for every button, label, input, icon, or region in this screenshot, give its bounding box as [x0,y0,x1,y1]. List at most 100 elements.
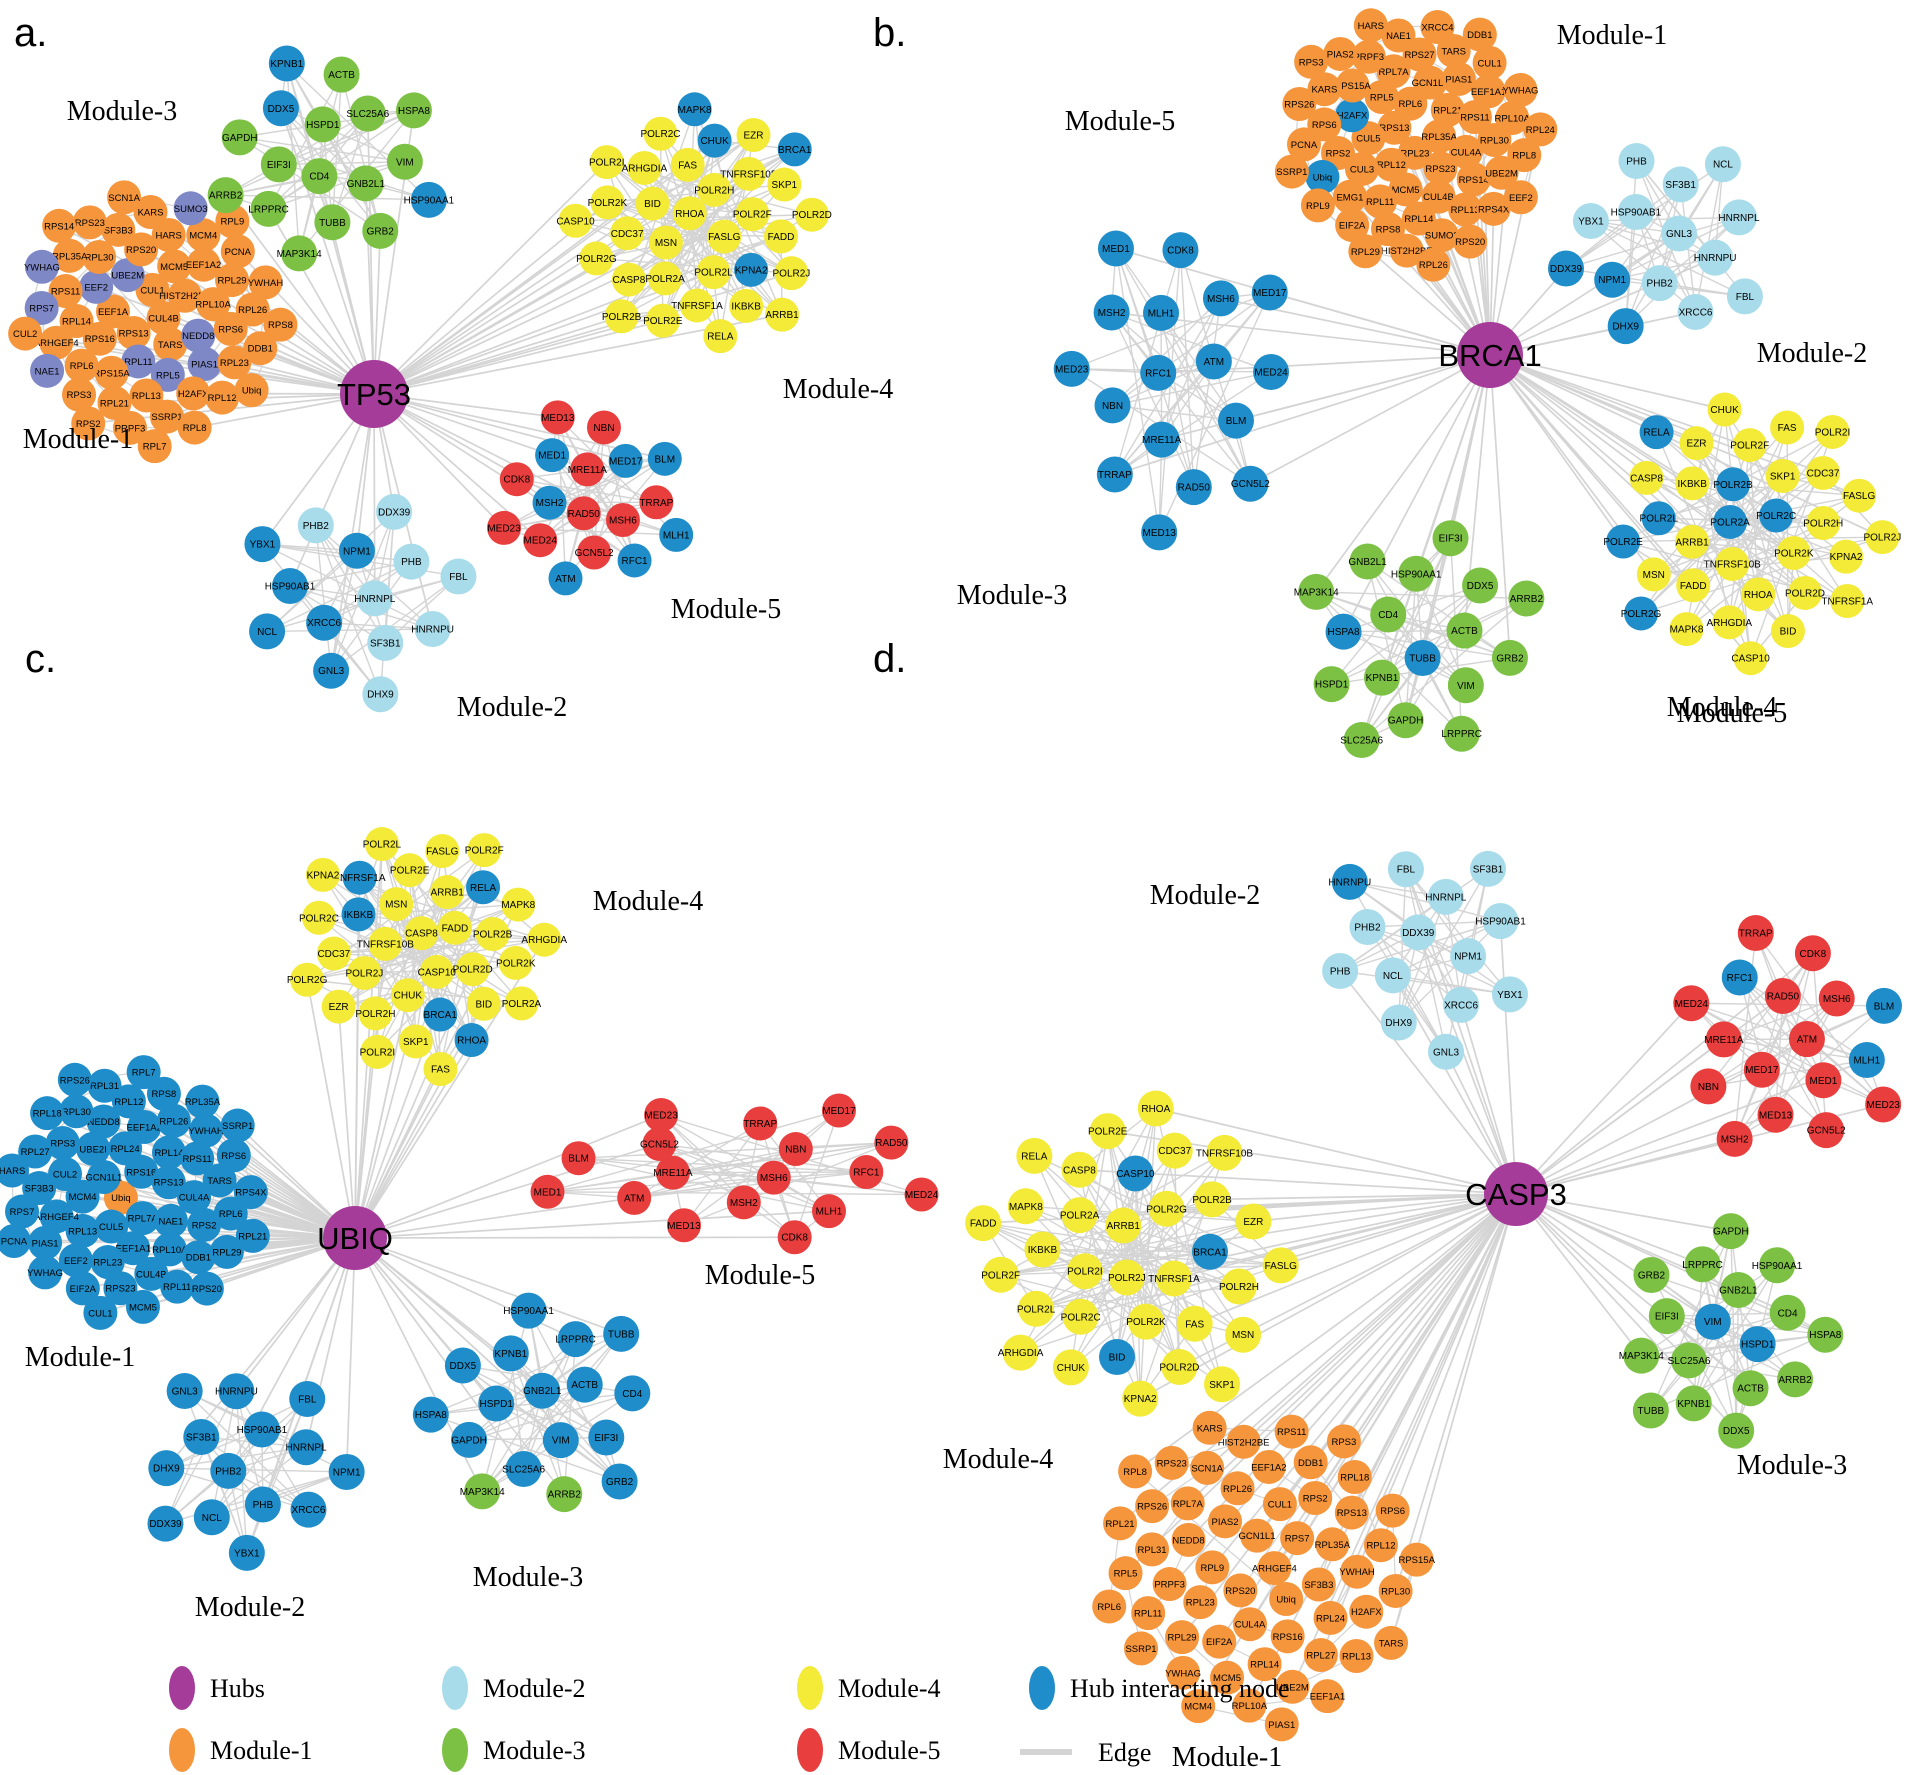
node-MAP3K14[interactable]: MAP3K14 [1294,573,1339,610]
node-RPL26[interactable]: RPL26 [1416,247,1451,282]
node-VIM[interactable]: VIM [542,1422,579,1459]
node-circle[interactable] [1108,1556,1143,1591]
node-EIF3I[interactable]: EIF3I [1648,1298,1685,1335]
node-RPS7[interactable]: RPS7 [24,290,59,325]
node-circle[interactable] [260,146,297,183]
node-NPM1[interactable]: NPM1 [328,1453,365,1490]
node-MED1[interactable]: MED1 [1805,1062,1842,1099]
node-circle[interactable] [156,1103,191,1138]
node-MSH2[interactable]: MSH2 [726,1185,761,1220]
node-RPL31[interactable]: RPL31 [87,1068,122,1103]
node-circle[interactable] [125,1201,160,1236]
node-GNB2L1[interactable]: GNB2L1 [523,1372,562,1409]
node-circle[interactable] [62,377,97,412]
node-PHB[interactable]: PHB [393,543,430,580]
node-TARS[interactable]: TARS [1374,1625,1409,1660]
node-KPNA2[interactable]: KPNA2 [305,857,340,892]
node-circle[interactable] [648,225,683,260]
node-SF3B3[interactable]: SF3B3 [1301,1567,1336,1602]
node-circle[interactable] [414,610,451,647]
node-circle[interactable] [83,1295,118,1330]
node-circle[interactable] [1677,293,1714,330]
node-PCNA[interactable]: PCNA [220,234,255,269]
node-circle[interactable] [1829,539,1864,574]
node-MED1[interactable]: MED1 [1097,230,1134,267]
node-EEF2[interactable]: EEF2 [58,1243,93,1278]
node-circle[interactable] [1448,134,1483,169]
node-circle[interactable] [645,303,680,338]
node-FBL[interactable]: FBL [1726,278,1763,315]
node-circle[interactable] [1732,1370,1769,1407]
node-EEF1A2[interactable]: EEF1A2 [127,1109,162,1144]
node-circle[interactable] [1247,1647,1282,1682]
node-circle[interactable] [362,676,399,713]
node-GNL3[interactable]: GNL3 [313,652,350,689]
node-RELA[interactable]: RELA [1639,415,1674,450]
node-circle[interactable] [423,997,458,1032]
node-CDC37[interactable]: CDC37 [610,216,645,251]
node-circle[interactable] [601,1463,638,1500]
node-IKBKB[interactable]: IKBKB [1675,466,1710,501]
node-ARRB1[interactable]: ARRB1 [1105,1207,1142,1244]
node-CASP8[interactable]: CASP8 [611,262,646,297]
node-circle[interactable] [121,344,156,379]
node-circle[interactable] [213,311,248,346]
node-POLR2E[interactable]: POLR2E [1088,1113,1128,1150]
node-circle[interactable] [213,1196,248,1231]
node-circle[interactable] [1118,1454,1153,1489]
node-circle[interactable] [1443,986,1480,1023]
node-POLR2H[interactable]: POLR2H [1219,1268,1259,1305]
node-RPL12[interactable]: RPL12 [1374,147,1409,182]
node-circle[interactable] [1298,1480,1333,1515]
node-circle[interactable] [82,239,117,274]
node-circle[interactable] [94,355,129,390]
node-MSH6[interactable]: MSH6 [756,1160,791,1195]
node-circle[interactable] [1726,278,1763,315]
node-RAD50[interactable]: RAD50 [1175,469,1212,506]
node-circle[interactable] [1351,39,1386,74]
node-circle[interactable] [65,1213,100,1248]
node-DHX9[interactable]: DHX9 [1380,1004,1417,1041]
node-circle[interactable] [1204,1366,1241,1403]
node-circle[interactable] [677,92,712,127]
node-BRCA1[interactable]: BRCA1 [1191,1233,1228,1270]
node-CDK8[interactable]: CDK8 [1162,232,1199,269]
node-circle[interactable] [1507,138,1542,173]
node-circle[interactable] [588,1419,625,1456]
node-circle[interactable] [376,493,413,530]
node-NPM1[interactable]: NPM1 [1450,938,1487,975]
node-CASP10[interactable]: CASP10 [1116,1155,1155,1192]
node-circle[interactable] [1423,151,1458,186]
node-ACTB[interactable]: ACTB [1732,1370,1769,1407]
node-CUL1[interactable]: CUL1 [1262,1487,1297,1522]
node-TNFRSF10B[interactable]: TNFRSF10B [357,926,415,961]
node-circle[interactable] [72,205,107,240]
node-SCN1A[interactable]: SCN1A [107,180,142,215]
node-YWHAG[interactable]: YWHAG [24,249,60,284]
node-PHB[interactable]: PHB [244,1486,281,1523]
node-circle[interactable] [492,1335,529,1372]
node-ARHGEF4[interactable]: ARHGEF4 [34,1199,79,1234]
node-PHB[interactable]: PHB [1322,952,1359,989]
node-circle[interactable] [1210,1660,1245,1695]
node-TNFRSF1A[interactable]: TNFRSF1A [1821,583,1873,618]
node-circle[interactable] [778,1132,813,1167]
node-circle[interactable] [48,274,83,309]
node-circle[interactable] [1313,1600,1348,1635]
node-circle[interactable] [24,290,59,325]
node-circle[interactable] [185,1084,220,1119]
node-EZR[interactable]: EZR [1679,426,1714,461]
node-circle[interactable] [1648,1298,1685,1335]
node-RFC1[interactable]: RFC1 [1721,959,1758,996]
node-RPS16[interactable]: RPS16 [1270,1619,1305,1654]
node-circle[interactable] [189,1113,224,1148]
node-circle[interactable] [1124,1631,1159,1666]
node-POLR2I[interactable]: POLR2I [589,145,625,180]
node-circle[interactable] [1794,935,1831,972]
node-GNB2L1[interactable]: GNB2L1 [1348,543,1387,580]
node-circle[interactable] [1462,17,1497,52]
node-RPS3[interactable]: RPS3 [1294,44,1329,79]
node-circle[interactable] [444,1347,481,1384]
node-circle[interactable] [617,543,652,578]
node-circle[interactable] [1427,878,1464,915]
